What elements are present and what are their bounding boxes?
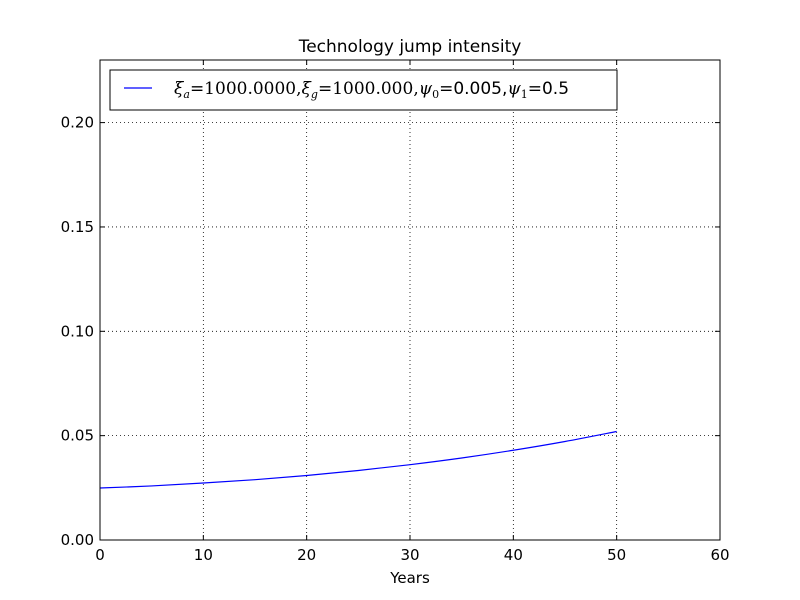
legend-sub-1: 1	[521, 88, 528, 101]
legend-eq-1: =	[528, 79, 542, 99]
x-tick-label: 0	[95, 546, 105, 564]
x-tick-label: 50	[607, 546, 626, 564]
x-tick-label: 30	[400, 546, 419, 564]
legend-entry: ξa=1000.0000,ξg=1000.000,ψ0=0.005,ψ1=0.5	[174, 79, 569, 101]
y-tick-label: 0.05	[61, 427, 94, 445]
legend-xi-g: ξ	[302, 79, 313, 99]
legend-psi-1: ψ	[507, 79, 521, 99]
legend-eq-0: =	[439, 79, 453, 99]
legend-xi-a: ξ	[174, 79, 185, 99]
tick-layer: 0 10 20 30 40 50 600.000.050.100.150.20	[61, 60, 730, 564]
legend-sub-a: a	[183, 88, 190, 101]
legend-val-g: =1000.000,	[318, 79, 419, 99]
chart-title: Technology jump intensity	[298, 37, 522, 57]
x-tick-label: 10	[194, 546, 213, 564]
y-tick-label: 0.00	[61, 531, 94, 549]
legend-sub-0: 0	[432, 88, 439, 101]
y-tick-label: 0.15	[61, 218, 94, 236]
series-line	[99, 430, 617, 489]
y-tick-label: 0.20	[61, 114, 94, 132]
legend-sub-g: g	[311, 88, 318, 101]
x-axis-label: Years	[389, 569, 430, 587]
legend: ξa=1000.0000,ξg=1000.000,ψ0=0.005,ψ1=0.5	[109, 69, 618, 111]
legend-val-1: 0.5	[542, 79, 569, 99]
legend-val-0: 0.005,	[453, 79, 507, 99]
y-tick-label: 0.10	[61, 322, 94, 340]
x-tick-label: 60	[710, 546, 729, 564]
legend-box	[109, 69, 618, 111]
series-layer	[99, 430, 617, 489]
x-tick-label: 40	[504, 546, 523, 564]
legend-val-a: =1000.0000,	[190, 79, 302, 99]
x-tick-label: 20	[297, 546, 316, 564]
legend-psi-0: ψ	[419, 79, 433, 99]
grid-layer	[100, 60, 720, 540]
